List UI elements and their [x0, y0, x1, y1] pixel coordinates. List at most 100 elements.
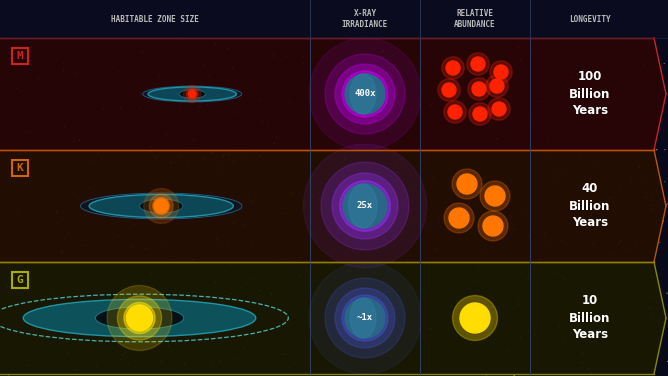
Point: [285, 138, 296, 144]
Point: [90, 354, 101, 360]
Point: [236, 285, 246, 291]
Point: [279, 352, 290, 358]
Point: [246, 221, 257, 227]
Point: [115, 105, 126, 111]
Point: [646, 206, 657, 212]
Point: [442, 206, 453, 212]
Point: [174, 153, 184, 159]
Point: [199, 156, 210, 162]
Point: [586, 370, 597, 376]
Point: [389, 194, 400, 200]
Point: [41, 131, 51, 137]
Point: [323, 55, 333, 61]
Point: [156, 0, 167, 3]
Point: [180, 361, 190, 367]
Point: [533, 196, 544, 202]
Point: [528, 320, 539, 326]
Point: [135, 89, 146, 96]
Point: [210, 41, 220, 47]
Circle shape: [452, 169, 482, 199]
Point: [568, 74, 578, 80]
Point: [108, 36, 118, 42]
Point: [194, 104, 205, 110]
Point: [603, 101, 614, 107]
Point: [51, 207, 61, 213]
Point: [21, 129, 32, 135]
Point: [138, 38, 148, 44]
Circle shape: [184, 85, 201, 103]
Point: [138, 278, 148, 284]
Point: [662, 201, 668, 207]
Point: [526, 123, 537, 129]
Point: [202, 83, 212, 89]
Point: [70, 327, 81, 333]
Point: [22, 362, 33, 368]
Point: [365, 82, 376, 88]
Point: [586, 212, 597, 218]
Point: [120, 349, 130, 355]
Point: [500, 75, 511, 81]
Point: [69, 138, 80, 144]
Point: [385, 332, 396, 338]
Point: [377, 316, 388, 322]
Point: [283, 364, 294, 370]
Point: [116, 356, 126, 362]
Point: [136, 49, 147, 55]
Point: [71, 367, 81, 373]
Point: [645, 14, 656, 20]
Point: [386, 189, 397, 195]
Point: [583, 366, 594, 372]
Point: [61, 338, 72, 344]
Point: [549, 270, 560, 276]
Circle shape: [471, 57, 485, 71]
Point: [426, 102, 436, 108]
Point: [206, 191, 216, 197]
Point: [226, 262, 236, 268]
Point: [339, 337, 349, 343]
Point: [122, 3, 133, 9]
Point: [295, 61, 306, 67]
Point: [167, 213, 178, 219]
Point: [366, 273, 377, 279]
Point: [483, 15, 494, 21]
Point: [353, 169, 364, 175]
Point: [471, 353, 482, 359]
Point: [166, 237, 176, 243]
Point: [214, 20, 225, 26]
Point: [239, 222, 250, 228]
Text: G: G: [17, 275, 23, 285]
Point: [354, 170, 365, 176]
Point: [257, 284, 267, 290]
Point: [347, 25, 357, 31]
Point: [439, 365, 450, 371]
Point: [349, 8, 359, 14]
Circle shape: [442, 83, 456, 97]
Point: [397, 370, 408, 376]
Point: [639, 289, 650, 295]
Point: [166, 366, 176, 372]
Point: [277, 259, 287, 265]
Point: [9, 180, 19, 186]
Point: [166, 159, 176, 165]
Point: [578, 71, 589, 77]
Point: [661, 290, 668, 296]
Point: [88, 206, 98, 212]
Point: [66, 109, 77, 115]
Point: [452, 86, 463, 92]
Point: [515, 57, 526, 63]
Circle shape: [457, 174, 477, 194]
Point: [56, 250, 67, 256]
Point: [210, 279, 221, 285]
Point: [309, 121, 320, 127]
Point: [492, 220, 502, 226]
Point: [118, 352, 129, 358]
Point: [161, 132, 172, 138]
Point: [123, 361, 134, 367]
Point: [661, 19, 668, 25]
Point: [226, 211, 237, 217]
Point: [87, 217, 98, 223]
Point: [140, 245, 151, 251]
Point: [425, 326, 436, 332]
Point: [196, 329, 207, 335]
Point: [516, 124, 526, 130]
